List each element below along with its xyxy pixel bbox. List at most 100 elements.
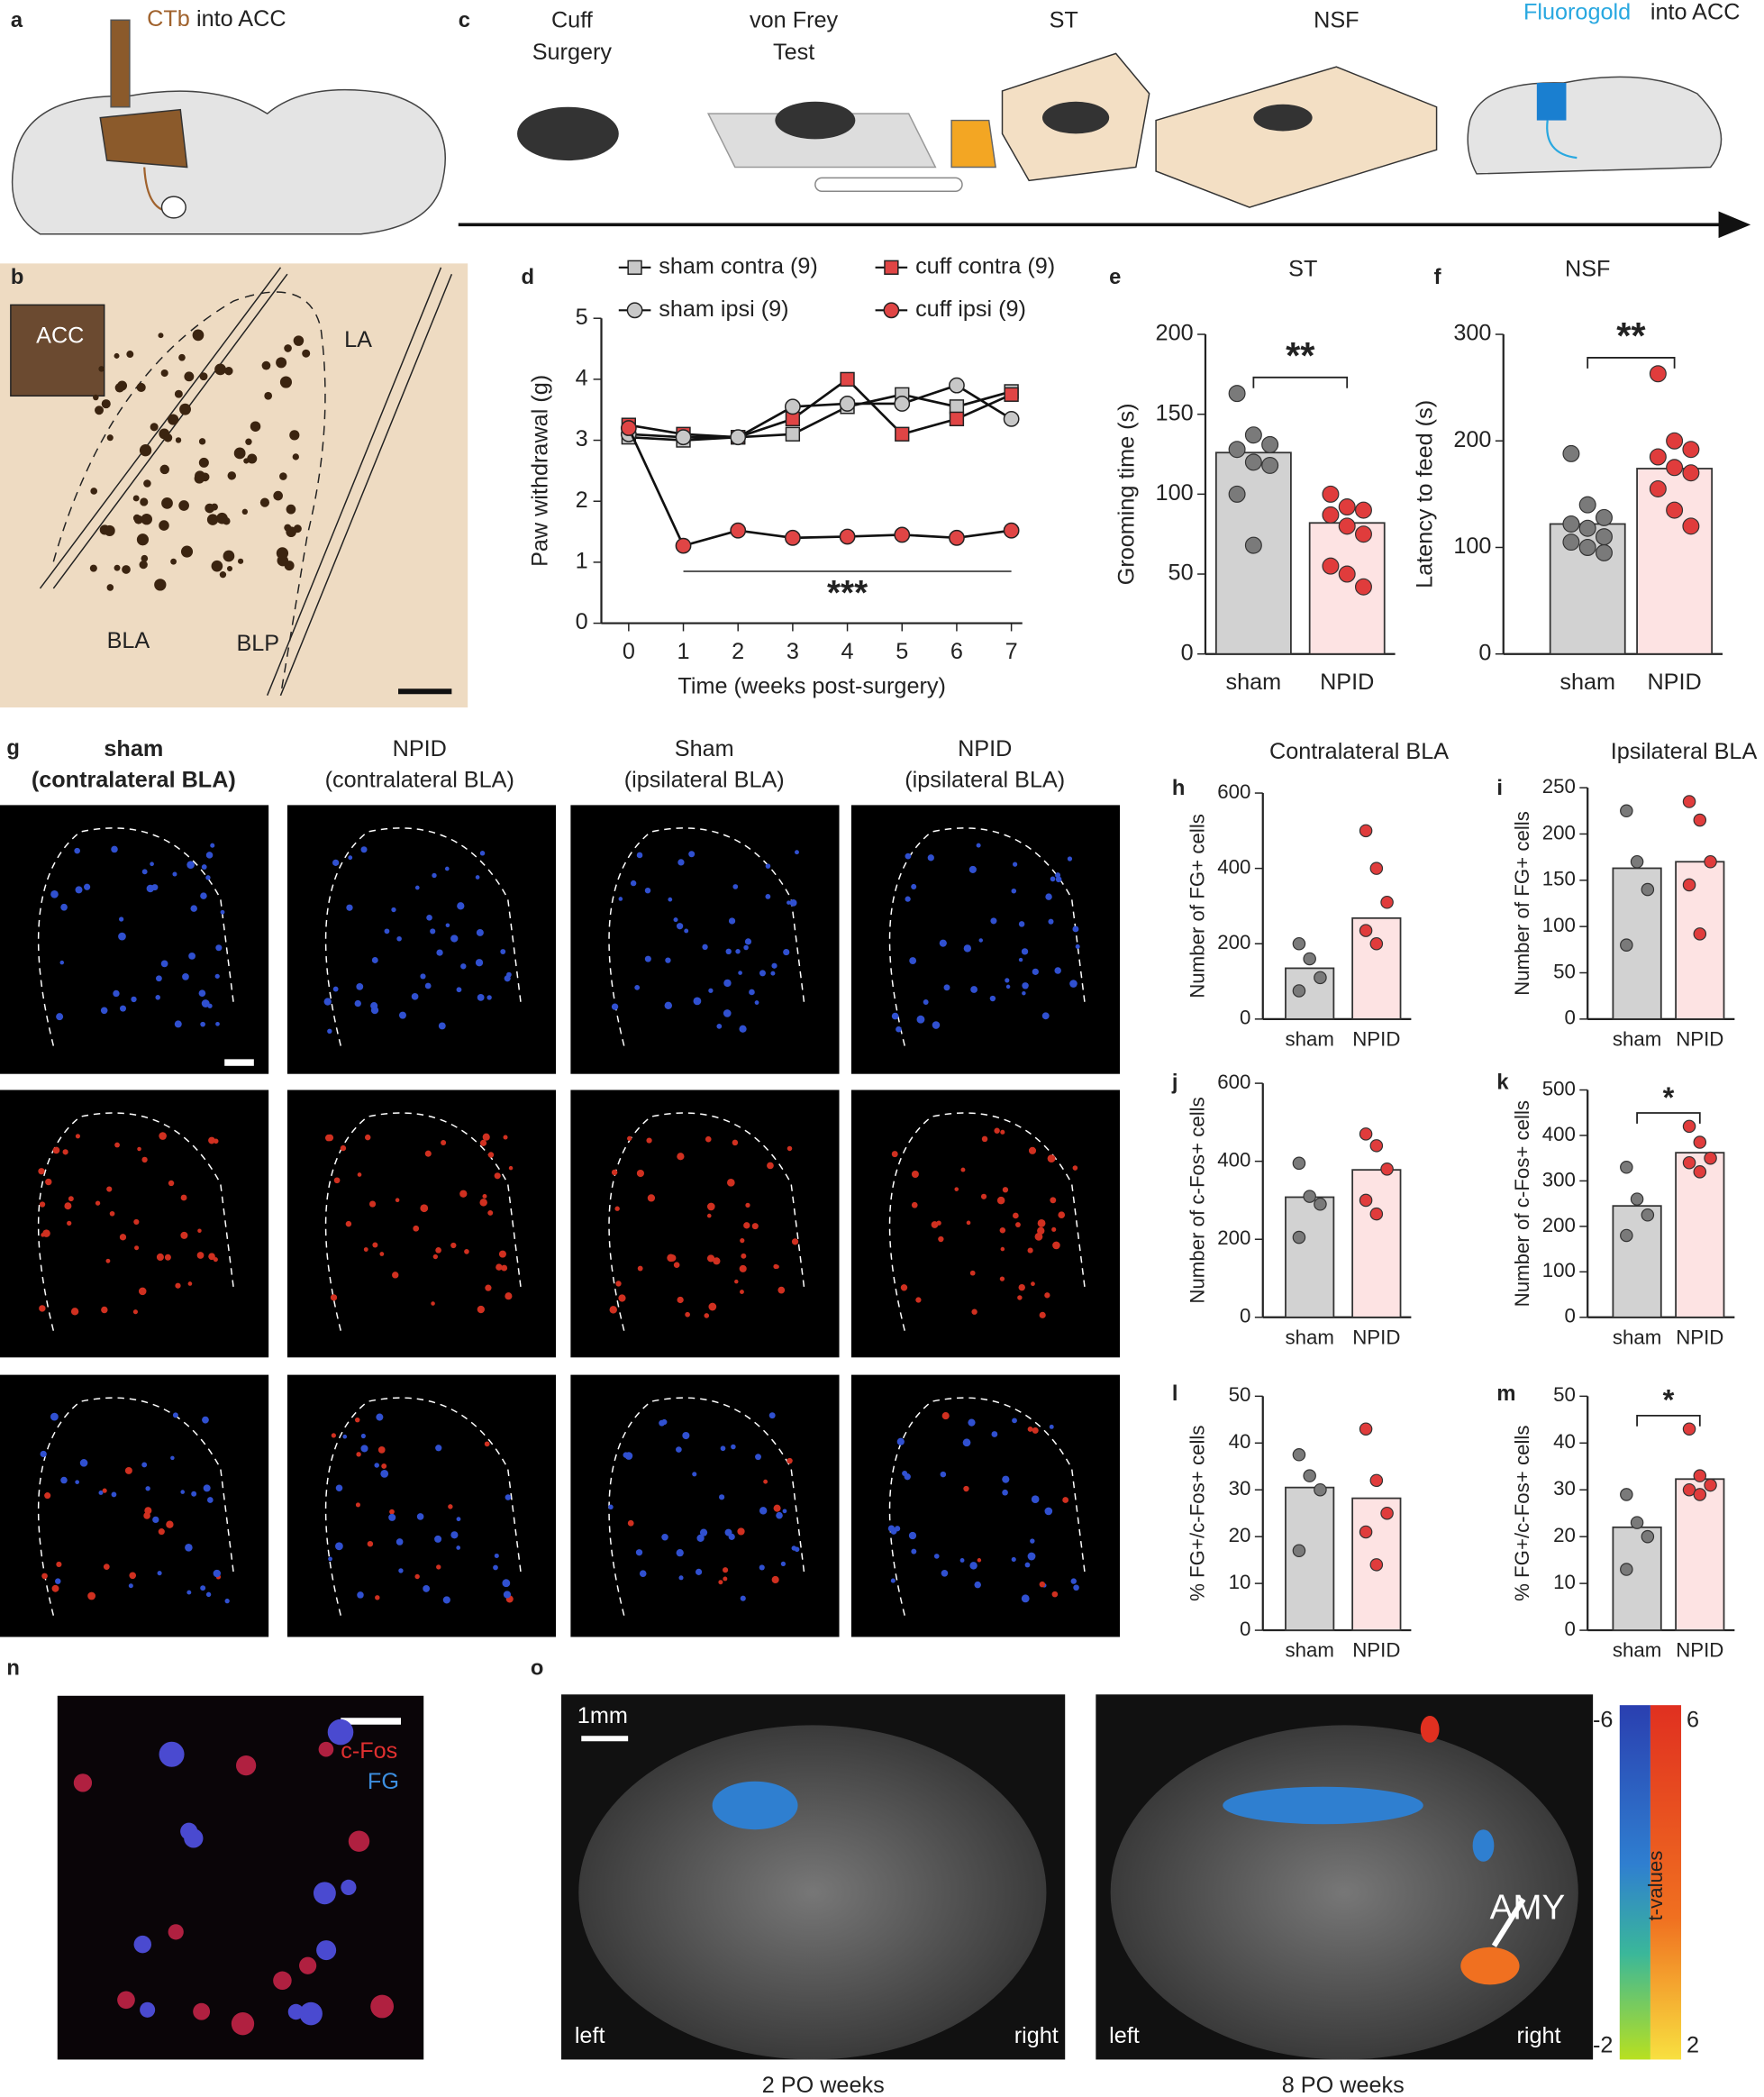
cell xyxy=(141,1156,148,1163)
panel-letter: k xyxy=(1496,1071,1509,1094)
cell xyxy=(644,887,651,894)
data-point xyxy=(1682,795,1696,808)
marker xyxy=(785,426,801,442)
cell xyxy=(740,1290,744,1295)
cell xyxy=(435,1445,442,1452)
data-point xyxy=(1359,1193,1373,1208)
cell xyxy=(1013,1212,1019,1219)
cell xyxy=(1034,1232,1043,1241)
data-point xyxy=(1322,485,1340,503)
cell xyxy=(98,1490,104,1495)
y-axis-label: Grooming time (s) xyxy=(1114,403,1140,585)
y-tick-label: 3 xyxy=(576,426,588,451)
cell xyxy=(435,1246,441,1254)
cell xyxy=(639,1570,647,1577)
cell xyxy=(661,1418,668,1426)
cell xyxy=(940,1471,947,1478)
cell xyxy=(1052,1241,1060,1250)
cell xyxy=(330,1294,338,1301)
cell xyxy=(368,1200,377,1208)
cell xyxy=(963,1485,969,1492)
bla-outline xyxy=(324,1397,523,1616)
panel-letter: g xyxy=(6,736,19,760)
side-label: right xyxy=(1014,2023,1059,2048)
cell xyxy=(1002,1489,1008,1496)
cell xyxy=(348,1830,370,1852)
y-tick-label: 20 xyxy=(1229,1524,1251,1546)
cell xyxy=(370,1006,379,1015)
cell xyxy=(978,938,984,943)
activation-blob xyxy=(1472,1829,1495,1862)
marker xyxy=(675,429,692,446)
cell xyxy=(190,905,197,912)
cell xyxy=(911,1171,919,1179)
cell xyxy=(1058,1211,1066,1218)
cell xyxy=(740,1595,746,1601)
inset-label: ACC xyxy=(36,324,84,349)
cell xyxy=(106,434,114,442)
cell xyxy=(1012,1418,1017,1424)
cell xyxy=(192,329,205,342)
cell xyxy=(367,1540,374,1547)
cell xyxy=(201,864,207,870)
cell xyxy=(341,1879,357,1895)
y-tick-label: 200 xyxy=(1542,821,1576,843)
cell xyxy=(95,406,104,415)
cell xyxy=(180,545,194,558)
cell xyxy=(969,1562,977,1570)
cell xyxy=(1069,980,1077,988)
projection xyxy=(1546,120,1578,160)
column-header: (ipsilateral BLA) xyxy=(905,767,1065,792)
y-tick-label: 0 xyxy=(576,609,588,634)
data-point xyxy=(1369,1139,1384,1153)
cell xyxy=(485,1284,492,1291)
cell xyxy=(977,1558,982,1563)
cell xyxy=(991,1431,998,1437)
x-axis-label: Time (weeks post-surgery) xyxy=(677,673,945,698)
cell xyxy=(484,1441,490,1447)
activation-blob xyxy=(1420,1716,1440,1743)
cell xyxy=(293,335,305,346)
cell xyxy=(213,1569,222,1578)
cell xyxy=(508,1165,514,1171)
cell xyxy=(771,962,777,969)
cell xyxy=(661,1533,668,1541)
y-axis-label: % FG+/c-Fos+ cells xyxy=(1511,1426,1533,1601)
data-point xyxy=(1562,515,1580,533)
y-tick-label: 0 xyxy=(1240,1618,1250,1640)
y-axis-label: Latency to feed (s) xyxy=(1412,400,1437,588)
cell xyxy=(1072,925,1079,933)
cell xyxy=(109,1210,115,1217)
cell xyxy=(682,1431,690,1440)
cell xyxy=(348,855,353,861)
panel-letter: j xyxy=(1171,1071,1178,1094)
data-point xyxy=(1261,456,1279,474)
cell xyxy=(113,989,120,998)
marker xyxy=(949,377,965,394)
cell xyxy=(705,1135,712,1143)
cell xyxy=(292,453,299,460)
bar xyxy=(1351,916,1402,1020)
cell xyxy=(188,952,196,960)
injection-site xyxy=(99,108,188,169)
data-point xyxy=(1314,971,1327,985)
scale-bar xyxy=(224,1059,254,1066)
cell xyxy=(233,447,246,460)
cell xyxy=(126,351,134,359)
y-tick-label: 200 xyxy=(1217,931,1250,953)
data-point xyxy=(1369,936,1384,951)
cell xyxy=(890,1527,897,1535)
colorbar-label: 6 xyxy=(1687,1708,1699,1733)
labelled-cells xyxy=(89,329,311,591)
cell xyxy=(64,1202,72,1210)
cell xyxy=(141,513,152,525)
caption: 2 PO weeks xyxy=(762,2073,885,2097)
cell xyxy=(450,935,459,943)
column-title: Contralateral BLA xyxy=(1269,739,1449,764)
cell xyxy=(1050,876,1056,882)
cell xyxy=(1031,1495,1040,1504)
colorbar-label: -6 xyxy=(1593,1708,1613,1733)
x-tick-label: NPID xyxy=(1352,1027,1400,1050)
cell xyxy=(89,564,97,572)
cell xyxy=(783,948,790,956)
